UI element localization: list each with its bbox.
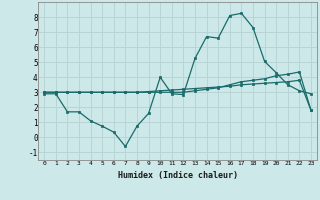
X-axis label: Humidex (Indice chaleur): Humidex (Indice chaleur) — [118, 171, 238, 180]
